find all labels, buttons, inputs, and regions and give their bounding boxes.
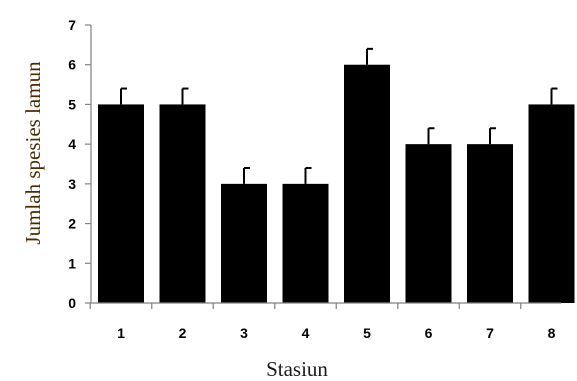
bar-8 bbox=[528, 104, 575, 303]
bar-6 bbox=[405, 144, 452, 303]
y-tick-label: 3 bbox=[68, 176, 76, 192]
bar-7 bbox=[467, 144, 513, 303]
bars bbox=[98, 47, 575, 303]
y-tick-label: 5 bbox=[68, 96, 76, 112]
x-tick-label: 7 bbox=[486, 325, 494, 341]
y-tick-label: 2 bbox=[68, 216, 76, 232]
y-tick-label: 7 bbox=[68, 17, 76, 33]
y-tick-label: 4 bbox=[68, 136, 76, 152]
bar-3 bbox=[221, 183, 267, 303]
x-tick-label: 8 bbox=[548, 325, 556, 341]
x-tick-label: 2 bbox=[179, 325, 187, 341]
y-tick-label: 0 bbox=[68, 295, 76, 311]
x-tick-label: 6 bbox=[425, 325, 433, 341]
x-tick-label: 3 bbox=[240, 325, 248, 341]
y-tick-label: 6 bbox=[68, 57, 76, 73]
bar-2 bbox=[159, 104, 206, 303]
y-axis-title: Jumlah spesies lamun bbox=[21, 61, 45, 245]
x-tick-label: 4 bbox=[302, 325, 310, 341]
y-axis-ticks: 0 1 2 3 4 5 6 7 bbox=[68, 17, 91, 311]
x-axis-ticks: 1 2 3 4 5 6 7 8 bbox=[89, 303, 556, 341]
bar-1 bbox=[98, 104, 144, 303]
x-tick-label: 5 bbox=[363, 325, 371, 341]
bar-5 bbox=[344, 64, 390, 303]
y-tick-label: 1 bbox=[68, 255, 76, 271]
x-axis-title: Stasiun bbox=[266, 357, 328, 381]
bar-4 bbox=[282, 183, 329, 303]
x-tick-label: 1 bbox=[117, 325, 125, 341]
